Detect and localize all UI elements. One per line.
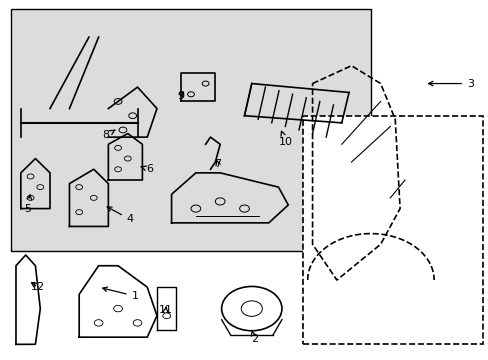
Text: 11: 11 — [159, 305, 172, 315]
Text: 4: 4 — [107, 207, 134, 224]
Text: 10: 10 — [278, 131, 292, 148]
Text: 8: 8 — [102, 130, 115, 140]
Text: 1: 1 — [102, 287, 138, 301]
Text: 9: 9 — [176, 91, 183, 101]
Text: 5: 5 — [24, 195, 32, 213]
FancyBboxPatch shape — [302, 116, 482, 344]
Text: 2: 2 — [250, 331, 257, 344]
Text: 3: 3 — [427, 78, 473, 89]
Text: 6: 6 — [141, 164, 153, 174]
Text: 12: 12 — [31, 282, 45, 292]
FancyBboxPatch shape — [11, 9, 370, 251]
Text: 7: 7 — [214, 159, 221, 169]
